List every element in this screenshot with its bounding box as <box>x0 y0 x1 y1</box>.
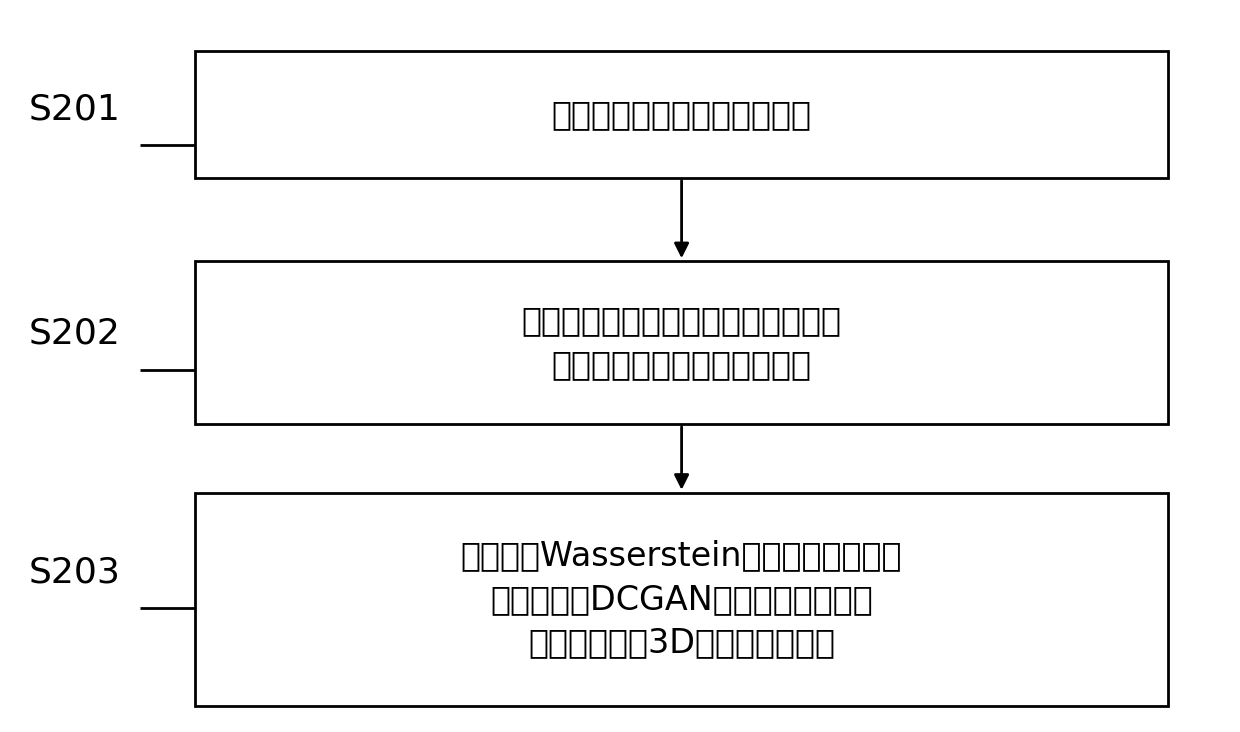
Text: 获取待训练的肺结节图像数据: 获取待训练的肺结节图像数据 <box>552 98 812 131</box>
Text: 对待训练的肺结节图像数据进行数据
增强处理，得到真实结节数据: 对待训练的肺结节图像数据进行数据 增强处理，得到真实结节数据 <box>522 305 842 381</box>
Text: S201: S201 <box>29 92 120 126</box>
Text: 采用基于Wasserstein距离的深度卷积生
成对抗网络DCGAN对真实结节数据进
行训练，得到3D肺结节生成模型: 采用基于Wasserstein距离的深度卷积生 成对抗网络DCGAN对真实结节数… <box>461 539 903 660</box>
Text: S202: S202 <box>29 316 120 351</box>
FancyBboxPatch shape <box>195 261 1168 424</box>
Text: S203: S203 <box>29 556 120 589</box>
FancyBboxPatch shape <box>195 493 1168 706</box>
FancyBboxPatch shape <box>195 51 1168 178</box>
